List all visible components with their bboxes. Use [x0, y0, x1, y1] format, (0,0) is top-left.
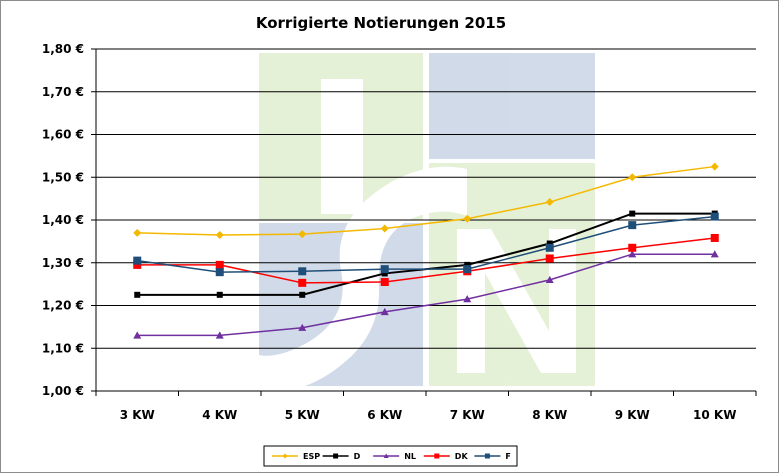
data-point — [215, 230, 224, 239]
data-point — [628, 243, 637, 252]
y-tick-label: 1,30 € — [42, 256, 84, 270]
data-point — [380, 277, 389, 286]
data-point — [710, 250, 719, 258]
logo-letter-i — [321, 79, 363, 214]
data-point — [215, 331, 224, 339]
data-point — [133, 260, 142, 269]
series-layer — [133, 162, 719, 339]
series-nl — [133, 250, 719, 339]
data-point — [484, 453, 490, 459]
legend-item-esp: ESP — [272, 452, 320, 461]
y-tick-label: 1,60 € — [42, 128, 84, 142]
data-point — [434, 453, 440, 459]
legend-label: F — [505, 452, 510, 461]
legend-item-nl: NL — [373, 452, 416, 461]
y-tick-label: 1,10 € — [42, 341, 84, 355]
data-point — [215, 268, 224, 277]
data-point — [282, 453, 288, 459]
data-point — [298, 230, 307, 239]
x-tick-label: 7 KW — [450, 408, 485, 422]
y-tick-label: 1,80 € — [42, 42, 84, 56]
logo-block-bottom-left — [259, 223, 423, 386]
y-tick-label: 1,20 € — [42, 299, 84, 313]
data-point — [463, 295, 472, 303]
data-point — [299, 291, 306, 298]
y-tick-label: 1,70 € — [42, 85, 84, 99]
series-line — [137, 215, 715, 273]
data-point — [546, 240, 553, 247]
data-point — [133, 256, 142, 265]
y-tick-label: 1,00 € — [42, 384, 84, 398]
y-axis-ticks: 1,00 € 1,10 € 1,20 € 1,30 € 1,40 € 1,50 € 1,60… — [42, 42, 96, 398]
data-point — [380, 265, 389, 274]
data-point — [628, 250, 637, 258]
logo-block-top-left — [259, 53, 423, 220]
data-point — [298, 267, 307, 276]
data-point — [545, 254, 554, 263]
data-point — [463, 214, 472, 223]
data-point — [215, 260, 224, 269]
data-point — [545, 198, 554, 207]
legend-item-dk: DK — [423, 452, 469, 461]
series-f — [133, 212, 719, 277]
x-tick-label: 10 KW — [693, 408, 736, 422]
legend: ESP D NL DK F — [263, 445, 518, 467]
x-tick-label: 8 KW — [532, 408, 567, 422]
series-line — [137, 253, 715, 337]
data-point — [710, 233, 719, 242]
data-point — [710, 212, 719, 221]
legend-label: DK — [455, 452, 469, 461]
data-point — [629, 210, 636, 217]
series-line — [137, 237, 715, 284]
x-tick-label: 4 KW — [202, 408, 237, 422]
data-point — [381, 270, 388, 277]
data-point — [628, 173, 637, 182]
logo-letter-n — [457, 229, 576, 373]
data-point — [216, 291, 223, 298]
data-point — [133, 331, 142, 339]
y-tick-label: 1,50 € — [42, 170, 84, 184]
data-point — [628, 221, 637, 230]
x-tick-label: 9 KW — [615, 408, 650, 422]
legend-label: ESP — [303, 452, 320, 461]
legend-item-d: D — [322, 452, 361, 461]
legend-item-f: F — [474, 452, 511, 461]
data-point — [380, 307, 389, 316]
series-line — [137, 165, 715, 236]
data-point — [383, 453, 389, 458]
grid-lines — [96, 48, 756, 392]
data-point — [545, 243, 554, 252]
data-point — [380, 224, 389, 233]
y-tick-label: 1,40 € — [42, 213, 84, 227]
data-point — [464, 261, 471, 268]
data-point — [133, 228, 142, 237]
legend-label: D — [354, 452, 361, 461]
x-tick-label: 5 KW — [285, 408, 320, 422]
x-tick-label: 3 KW — [120, 408, 155, 422]
x-tick-label: 6 KW — [367, 408, 402, 422]
isn-logo-watermark — [241, 53, 595, 393]
data-point — [463, 265, 472, 274]
series-esp — [133, 162, 719, 239]
x-axis-ticks: 3 KW 4 KW 5 KW 6 KW 7 KW 8 KW 9 KW 10 KW — [95, 391, 757, 422]
data-point — [298, 323, 307, 331]
data-point — [298, 278, 307, 287]
logo-letter-s — [241, 166, 467, 393]
legend-label: NL — [404, 452, 416, 461]
logo-block-top-right — [429, 53, 595, 159]
data-point — [134, 291, 141, 298]
data-point — [710, 162, 719, 171]
series-dk — [133, 233, 719, 287]
data-point — [333, 453, 339, 459]
chart-title: Korrigierte Notierungen 2015 — [256, 14, 506, 32]
data-point — [545, 275, 554, 284]
